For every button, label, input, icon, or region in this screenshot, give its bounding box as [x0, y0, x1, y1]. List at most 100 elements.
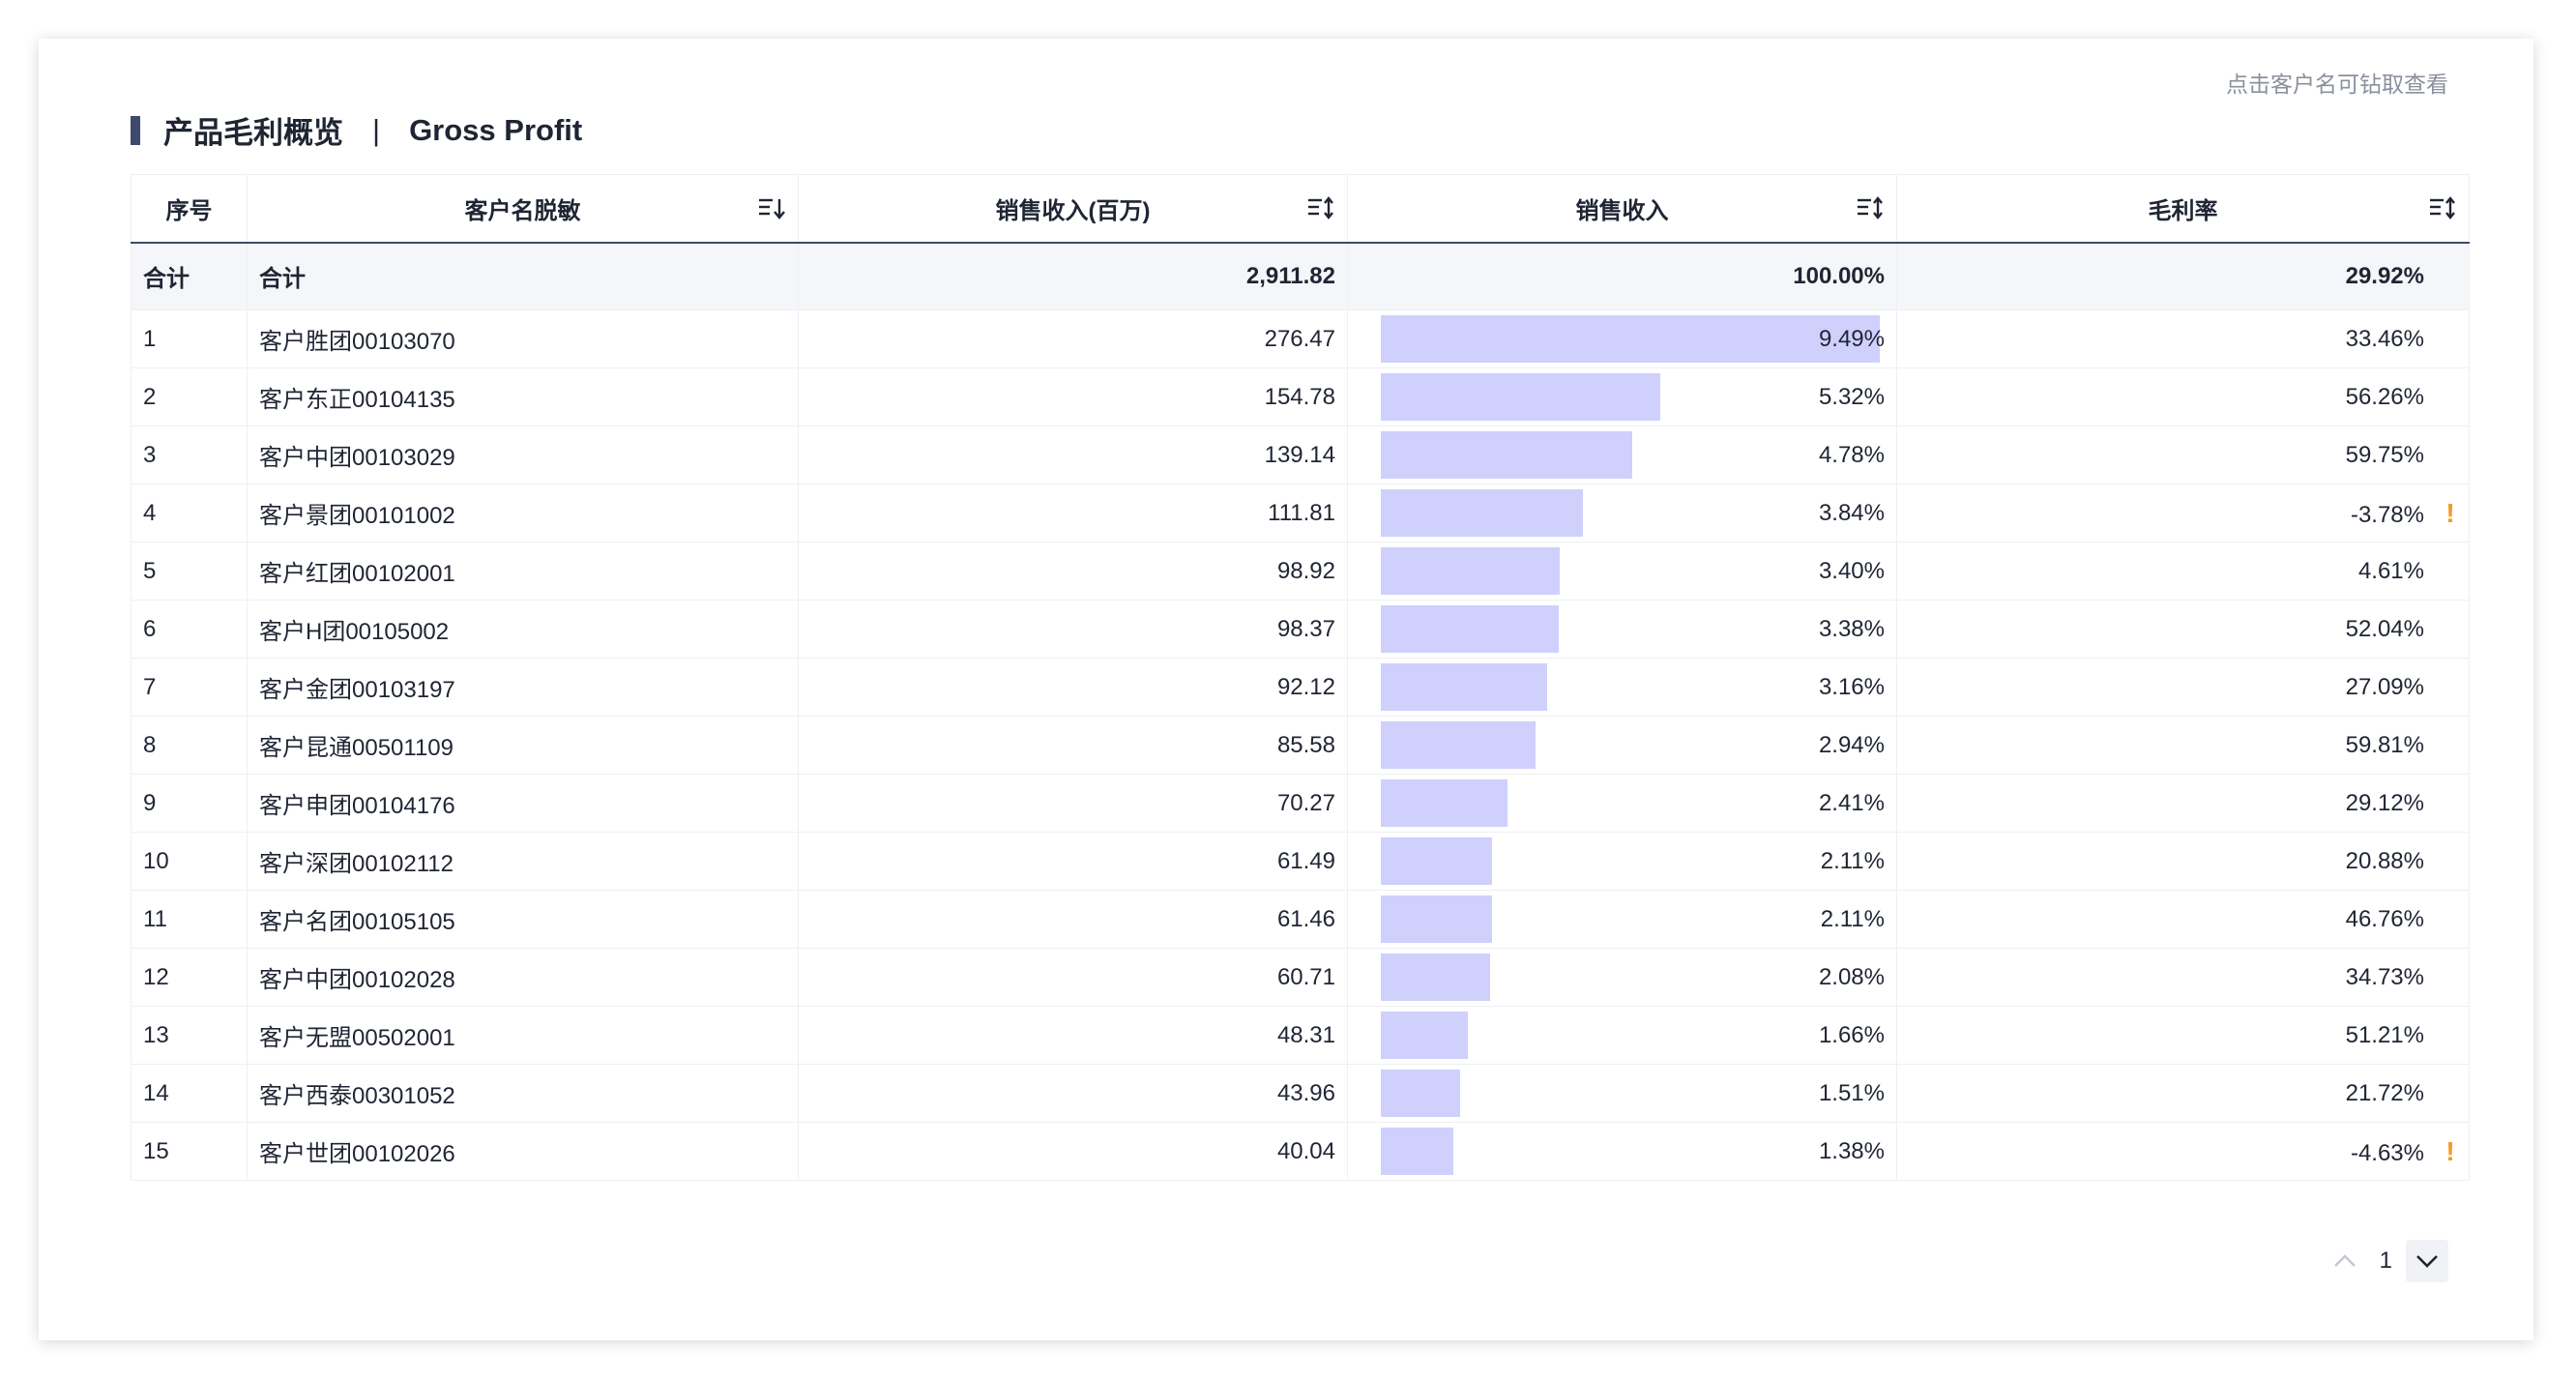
- margin-value: 27.09%: [2345, 673, 2424, 700]
- row-customer-link[interactable]: 客户胜团00103070: [247, 309, 799, 368]
- sort-both-icon[interactable]: [1306, 195, 1335, 220]
- row-margin: 34.73%: [1896, 948, 2470, 1007]
- row-index: 4: [131, 484, 248, 543]
- row-customer-link[interactable]: 客户昆通00501109: [247, 716, 799, 775]
- sort-descending-icon[interactable]: [757, 195, 786, 220]
- col-header-customer[interactable]: 客户名脱敏: [247, 174, 799, 244]
- row-revenue-m: 70.27: [798, 774, 1348, 833]
- revenue-share-bar: [1381, 779, 1508, 827]
- row-revenue-m: 61.49: [798, 832, 1348, 891]
- row-customer-link[interactable]: 客户金团00103197: [247, 658, 799, 717]
- revenue-share-bar: [1381, 954, 1490, 1001]
- title-cn: 产品毛利概览: [163, 116, 343, 150]
- row-margin: 29.12%: [1896, 774, 2470, 833]
- row-index: 11: [131, 890, 248, 949]
- row-revenue-share: 2.11%: [1347, 890, 1897, 949]
- table-row: 11 客户名团00105105 61.46 2.11% 46.76%: [131, 890, 2470, 949]
- title-separator: |: [372, 112, 381, 147]
- row-index: 10: [131, 832, 248, 891]
- margin-value: 59.75%: [2345, 441, 2424, 468]
- margin-value: 21.72%: [2345, 1079, 2424, 1106]
- drill-hint: 点击客户名可钻取查看: [2226, 72, 2448, 97]
- row-revenue-share: 2.41%: [1347, 774, 1897, 833]
- revenue-share-label: 9.49%: [1818, 325, 1885, 352]
- revenue-share-label: 3.16%: [1818, 673, 1885, 700]
- sort-both-icon[interactable]: [2428, 195, 2457, 220]
- row-revenue-m: 111.81: [798, 484, 1348, 543]
- warning-icon: !: [2445, 1135, 2455, 1166]
- col-header-revenue-share[interactable]: 销售收入: [1347, 174, 1897, 244]
- row-customer-link[interactable]: 客户西泰00301052: [247, 1064, 799, 1123]
- row-customer-link[interactable]: 客户红团00102001: [247, 542, 799, 601]
- revenue-share-label: 1.51%: [1818, 1079, 1885, 1106]
- table-header-row: 序号 客户名脱敏 销售收入(百万): [131, 174, 2470, 244]
- revenue-share-label: 1.66%: [1818, 1021, 1885, 1048]
- revenue-share-label: 1.38%: [1818, 1137, 1885, 1164]
- revenue-share-bar: [1381, 605, 1559, 653]
- row-revenue-share: 2.94%: [1347, 716, 1897, 775]
- revenue-share-label: 4.78%: [1818, 441, 1885, 468]
- prev-page-button[interactable]: [2324, 1240, 2366, 1282]
- table-row: 12 客户中团00102028 60.71 2.08% 34.73%: [131, 948, 2470, 1007]
- row-customer-link[interactable]: 客户无盟00502001: [247, 1006, 799, 1065]
- row-revenue-m: 85.58: [798, 716, 1348, 775]
- revenue-share-label: 2.41%: [1818, 789, 1885, 816]
- row-customer-link[interactable]: 客户申团00104176: [247, 774, 799, 833]
- row-revenue-m: 98.37: [798, 600, 1348, 659]
- row-index: 9: [131, 774, 248, 833]
- row-revenue-share: 2.08%: [1347, 948, 1897, 1007]
- margin-value: 33.46%: [2345, 325, 2424, 352]
- row-customer-link[interactable]: 客户深团00102112: [247, 832, 799, 891]
- table-row: 5 客户红团00102001 98.92 3.40% 4.61%: [131, 542, 2470, 601]
- row-margin: -4.63%!: [1896, 1122, 2470, 1181]
- margin-value: 20.88%: [2345, 847, 2424, 874]
- table-row: 7 客户金团00103197 92.12 3.16% 27.09%: [131, 658, 2470, 717]
- row-customer-link[interactable]: 客户世团00102026: [247, 1122, 799, 1181]
- row-customer-link[interactable]: 客户景团00101002: [247, 484, 799, 543]
- table-row: 9 客户申团00104176 70.27 2.41% 29.12%: [131, 774, 2470, 833]
- table-row: 10 客户深团00102112 61.49 2.11% 20.88%: [131, 832, 2470, 891]
- row-revenue-m: 40.04: [798, 1122, 1348, 1181]
- row-margin: 27.09%: [1896, 658, 2470, 717]
- gross-profit-card: 点击客户名可钻取查看 产品毛利概览 | Gross Profit 序号 客户名脱…: [39, 39, 2533, 1340]
- row-revenue-share: 4.78%: [1347, 425, 1897, 484]
- total-margin: 29.92%: [1896, 242, 2470, 310]
- row-revenue-m: 43.96: [798, 1064, 1348, 1123]
- table-row: 2 客户东正00104135 154.78 5.32% 56.26%: [131, 367, 2470, 426]
- row-index: 8: [131, 716, 248, 775]
- sort-both-icon[interactable]: [1856, 195, 1885, 220]
- col-header-margin[interactable]: 毛利率: [1896, 174, 2470, 244]
- row-revenue-m: 60.71: [798, 948, 1348, 1007]
- revenue-share-bar: [1381, 547, 1560, 595]
- table-row: 3 客户中团00103029 139.14 4.78% 59.75%: [131, 425, 2470, 484]
- pagination: 1: [2324, 1240, 2448, 1282]
- revenue-share-label: 2.94%: [1818, 731, 1885, 758]
- revenue-share-bar: [1381, 1070, 1460, 1117]
- margin-value: 56.26%: [2345, 383, 2424, 410]
- row-customer-link[interactable]: 客户名团00105105: [247, 890, 799, 949]
- row-revenue-m: 154.78: [798, 367, 1348, 426]
- table-row: 8 客户昆通00501109 85.58 2.94% 59.81%: [131, 716, 2470, 775]
- row-customer-link[interactable]: 客户中团00103029: [247, 425, 799, 484]
- row-index: 14: [131, 1064, 248, 1123]
- row-revenue-share: 9.49%: [1347, 309, 1897, 368]
- next-page-button[interactable]: [2406, 1240, 2448, 1282]
- margin-value: 52.04%: [2345, 615, 2424, 642]
- total-customer: 合计: [247, 242, 799, 310]
- row-index: 1: [131, 309, 248, 368]
- margin-value: -3.78%: [2350, 501, 2424, 528]
- row-index: 15: [131, 1122, 248, 1181]
- row-customer-link[interactable]: 客户H团00105002: [247, 600, 799, 659]
- row-index: 5: [131, 542, 248, 601]
- revenue-share-bar: [1381, 837, 1492, 885]
- row-index: 2: [131, 367, 248, 426]
- row-margin: 59.81%: [1896, 716, 2470, 775]
- title-en: Gross Profit: [409, 112, 583, 147]
- row-revenue-m: 48.31: [798, 1006, 1348, 1065]
- col-header-revenue-m[interactable]: 销售收入(百万): [798, 174, 1348, 244]
- row-customer-link[interactable]: 客户东正00104135: [247, 367, 799, 426]
- margin-value: 34.73%: [2345, 963, 2424, 990]
- row-customer-link[interactable]: 客户中团00102028: [247, 948, 799, 1007]
- row-margin: 4.61%: [1896, 542, 2470, 601]
- margin-value: -4.63%: [2350, 1139, 2424, 1166]
